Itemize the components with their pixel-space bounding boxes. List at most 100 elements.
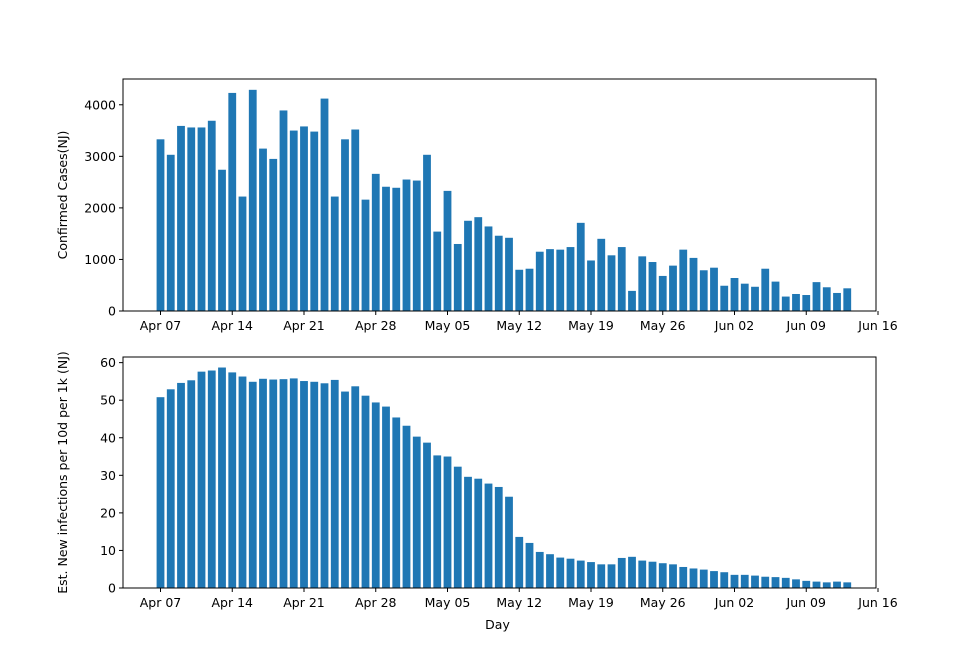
bar xyxy=(197,371,206,588)
bar xyxy=(474,478,483,588)
x-tick-label: May 12 xyxy=(496,595,542,610)
x-tick-label: May 05 xyxy=(425,318,471,333)
bar xyxy=(638,256,647,311)
x-tick-label: Jun 02 xyxy=(714,595,754,610)
bar xyxy=(638,560,647,588)
bar xyxy=(505,237,513,311)
y-tick-label: 1000 xyxy=(84,252,116,267)
bar xyxy=(525,268,534,311)
y-tick-label: 30 xyxy=(100,468,116,483)
x-tick-label: Jun 09 xyxy=(786,318,826,333)
bar xyxy=(361,199,370,311)
y-tick-label: 60 xyxy=(100,355,116,370)
bar xyxy=(689,568,698,588)
x-tick-label: Apr 28 xyxy=(355,595,397,610)
bar xyxy=(300,381,308,588)
bar xyxy=(556,557,565,588)
bar xyxy=(402,179,411,311)
bar xyxy=(802,295,811,311)
bar xyxy=(597,238,606,311)
bar xyxy=(238,376,247,588)
bar xyxy=(566,247,575,311)
bar xyxy=(751,575,759,588)
bar xyxy=(617,557,626,588)
bar xyxy=(648,262,657,311)
bar xyxy=(330,379,339,588)
bar xyxy=(238,196,247,311)
bar xyxy=(248,381,257,588)
bar xyxy=(177,125,185,311)
bar xyxy=(341,139,349,311)
y-tick-label: 40 xyxy=(100,430,116,445)
x-tick-label: Apr 14 xyxy=(211,318,253,333)
x-tick-label: Jun 16 xyxy=(857,595,897,610)
bar xyxy=(669,265,677,311)
bar xyxy=(207,370,216,588)
bar xyxy=(720,572,729,588)
bar xyxy=(382,406,390,588)
x-tick-label: May 26 xyxy=(640,318,686,333)
bar xyxy=(679,566,688,588)
bar xyxy=(464,476,472,588)
bar xyxy=(730,278,739,311)
bar xyxy=(812,581,821,588)
bar xyxy=(289,378,298,588)
x-tick-label: May 19 xyxy=(568,318,614,333)
bar xyxy=(535,251,544,311)
bar xyxy=(505,496,513,588)
bar xyxy=(699,270,708,311)
bar xyxy=(382,186,390,311)
x-tick-label: May 05 xyxy=(425,595,471,610)
bar xyxy=(576,560,585,588)
bar xyxy=(310,381,319,588)
bar xyxy=(658,275,667,311)
bar xyxy=(576,222,585,311)
bar xyxy=(781,577,790,588)
bar xyxy=(699,569,708,588)
bar xyxy=(812,282,821,311)
bar xyxy=(269,158,278,311)
bar xyxy=(443,190,452,311)
y-tick-label: 10 xyxy=(100,543,116,558)
bar xyxy=(361,395,370,588)
bar xyxy=(464,220,472,311)
confirmed-cases-panel: 0 1000 2000 3000 4000 Apr 07 Apr 14 Apr 21 Apr 2… xyxy=(55,78,898,333)
bar xyxy=(187,380,196,588)
bar xyxy=(484,483,493,588)
bar xyxy=(792,293,800,311)
bar xyxy=(423,442,431,588)
bar xyxy=(402,425,411,588)
bar xyxy=(279,379,288,588)
bar xyxy=(740,574,749,588)
bar xyxy=(843,582,852,588)
bar xyxy=(156,397,165,588)
y-tick-label: 0 xyxy=(108,581,116,596)
x-tick-label: May 19 xyxy=(568,595,614,610)
x-tick-label: Apr 21 xyxy=(283,595,325,610)
bar xyxy=(792,579,800,588)
y-tick-label: 4000 xyxy=(84,97,116,112)
bar xyxy=(822,287,831,311)
bar xyxy=(740,283,749,311)
bar xyxy=(710,571,718,588)
x-tick-label: Jun 16 xyxy=(857,318,897,333)
bar xyxy=(371,173,380,311)
bar xyxy=(443,456,452,588)
x-tick-label: Apr 14 xyxy=(211,595,253,610)
bar xyxy=(781,296,790,311)
bar xyxy=(320,98,329,311)
bar xyxy=(607,255,616,311)
bar xyxy=(259,148,267,311)
y-tick-label: 20 xyxy=(100,505,116,520)
bar xyxy=(392,187,401,311)
bar xyxy=(289,130,298,311)
bar xyxy=(392,417,401,588)
bar xyxy=(484,226,493,311)
bar xyxy=(166,389,175,588)
y-tick-label: 0 xyxy=(108,304,116,319)
bar xyxy=(669,564,677,588)
bar xyxy=(218,169,226,311)
y-tick-label: 50 xyxy=(100,393,116,408)
bar xyxy=(320,383,329,588)
bar xyxy=(822,582,831,588)
